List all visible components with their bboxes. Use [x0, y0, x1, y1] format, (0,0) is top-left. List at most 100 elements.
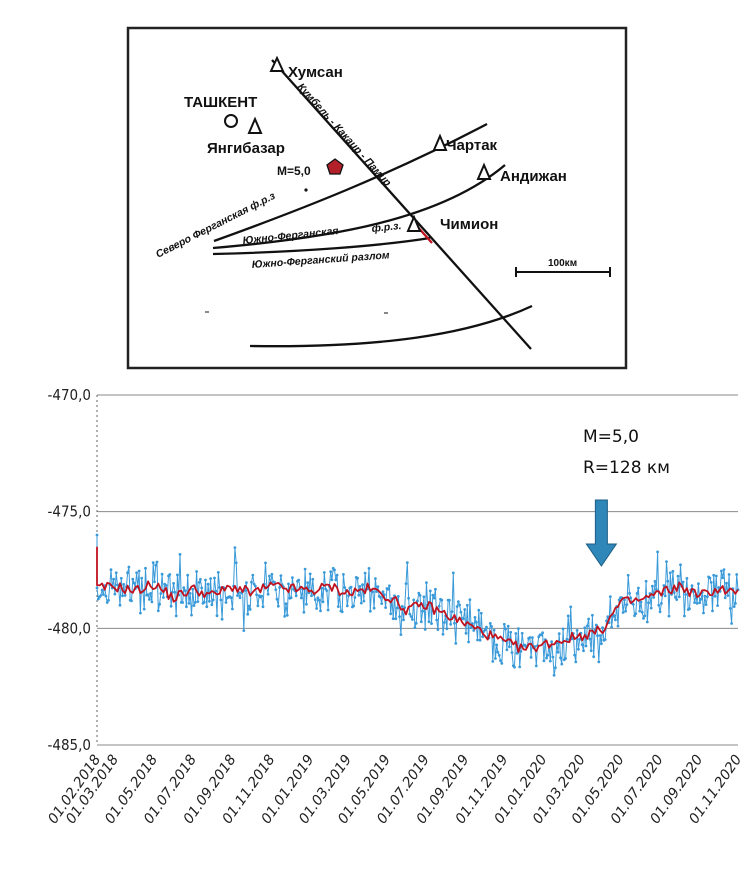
data-point [410, 615, 413, 618]
data-point [703, 595, 706, 598]
data-point [162, 596, 165, 599]
data-point [193, 604, 196, 607]
data-point [304, 568, 307, 571]
data-point [421, 610, 424, 613]
data-point [666, 580, 669, 583]
data-point [319, 610, 322, 613]
data-point [688, 607, 691, 610]
data-point [392, 617, 395, 620]
data-point [654, 580, 657, 583]
data-point [305, 603, 308, 606]
data-point [697, 582, 700, 585]
data-point [636, 592, 639, 595]
data-point [645, 580, 648, 583]
data-point [509, 631, 512, 634]
data-point [384, 606, 387, 609]
data-point [475, 621, 478, 624]
data-point [359, 585, 362, 588]
data-point [587, 618, 590, 621]
data-point [573, 654, 576, 657]
data-point [315, 607, 318, 610]
data-point [309, 573, 312, 576]
data-point [650, 607, 653, 610]
data-point [249, 608, 252, 611]
data-point [500, 662, 503, 665]
data-point [531, 636, 534, 639]
data-point [558, 632, 561, 635]
data-point [728, 573, 731, 576]
data-point [280, 574, 283, 577]
data-point [264, 562, 267, 565]
data-point [600, 642, 603, 645]
data-point [327, 609, 330, 612]
data-point [712, 574, 715, 577]
data-point [318, 599, 321, 602]
data-point [250, 581, 253, 584]
data-point [442, 633, 445, 636]
data-point [336, 574, 339, 577]
data-point [119, 604, 122, 607]
data-point [329, 570, 332, 573]
data-point [433, 597, 436, 600]
data-point [408, 613, 411, 616]
data-point [485, 626, 488, 629]
data-point [430, 622, 433, 625]
data-point [143, 608, 146, 611]
data-point [545, 657, 548, 660]
data-point [734, 602, 737, 605]
data-point [140, 577, 143, 580]
data-point [465, 632, 468, 635]
data-point [498, 654, 501, 657]
data-point [174, 591, 177, 594]
data-point [686, 577, 689, 580]
data-point [691, 584, 694, 587]
data-point [216, 614, 219, 617]
data-point [429, 590, 432, 593]
data-point [314, 598, 317, 601]
data-point [220, 599, 223, 602]
data-point [130, 600, 133, 603]
data-point [683, 615, 686, 618]
data-point [415, 622, 418, 625]
data-point [218, 586, 221, 589]
data-point [297, 579, 300, 582]
data-point [412, 599, 415, 602]
data-point [642, 617, 645, 620]
data-point [300, 597, 303, 600]
data-point [333, 569, 336, 572]
data-point [702, 612, 705, 615]
data-point [675, 598, 678, 601]
data-point [246, 613, 249, 616]
data-point [331, 578, 334, 581]
data-point [357, 594, 360, 597]
data-point [652, 596, 655, 599]
data-point [200, 587, 203, 590]
data-point [715, 575, 718, 578]
data-point [181, 601, 184, 604]
data-point [363, 600, 366, 603]
data-point [721, 576, 724, 579]
data-point [443, 621, 446, 624]
data-point [400, 633, 403, 636]
data-point [158, 603, 161, 606]
data-point [596, 634, 599, 637]
data-point [638, 610, 641, 613]
data-point [135, 571, 138, 574]
data-point [225, 601, 228, 604]
data-point [361, 583, 364, 586]
data-point [457, 600, 460, 603]
data-point [614, 619, 617, 622]
data-point [153, 580, 156, 583]
data-point [698, 601, 701, 604]
data-point [394, 617, 397, 620]
data-point [622, 611, 625, 614]
data-point [221, 618, 224, 621]
data-point [711, 610, 714, 613]
data-point [494, 657, 497, 660]
data-point [490, 625, 493, 628]
data-point [323, 571, 326, 574]
data-point [398, 615, 401, 618]
data-point [626, 603, 629, 606]
data-point [127, 566, 130, 569]
data-point [311, 578, 314, 581]
